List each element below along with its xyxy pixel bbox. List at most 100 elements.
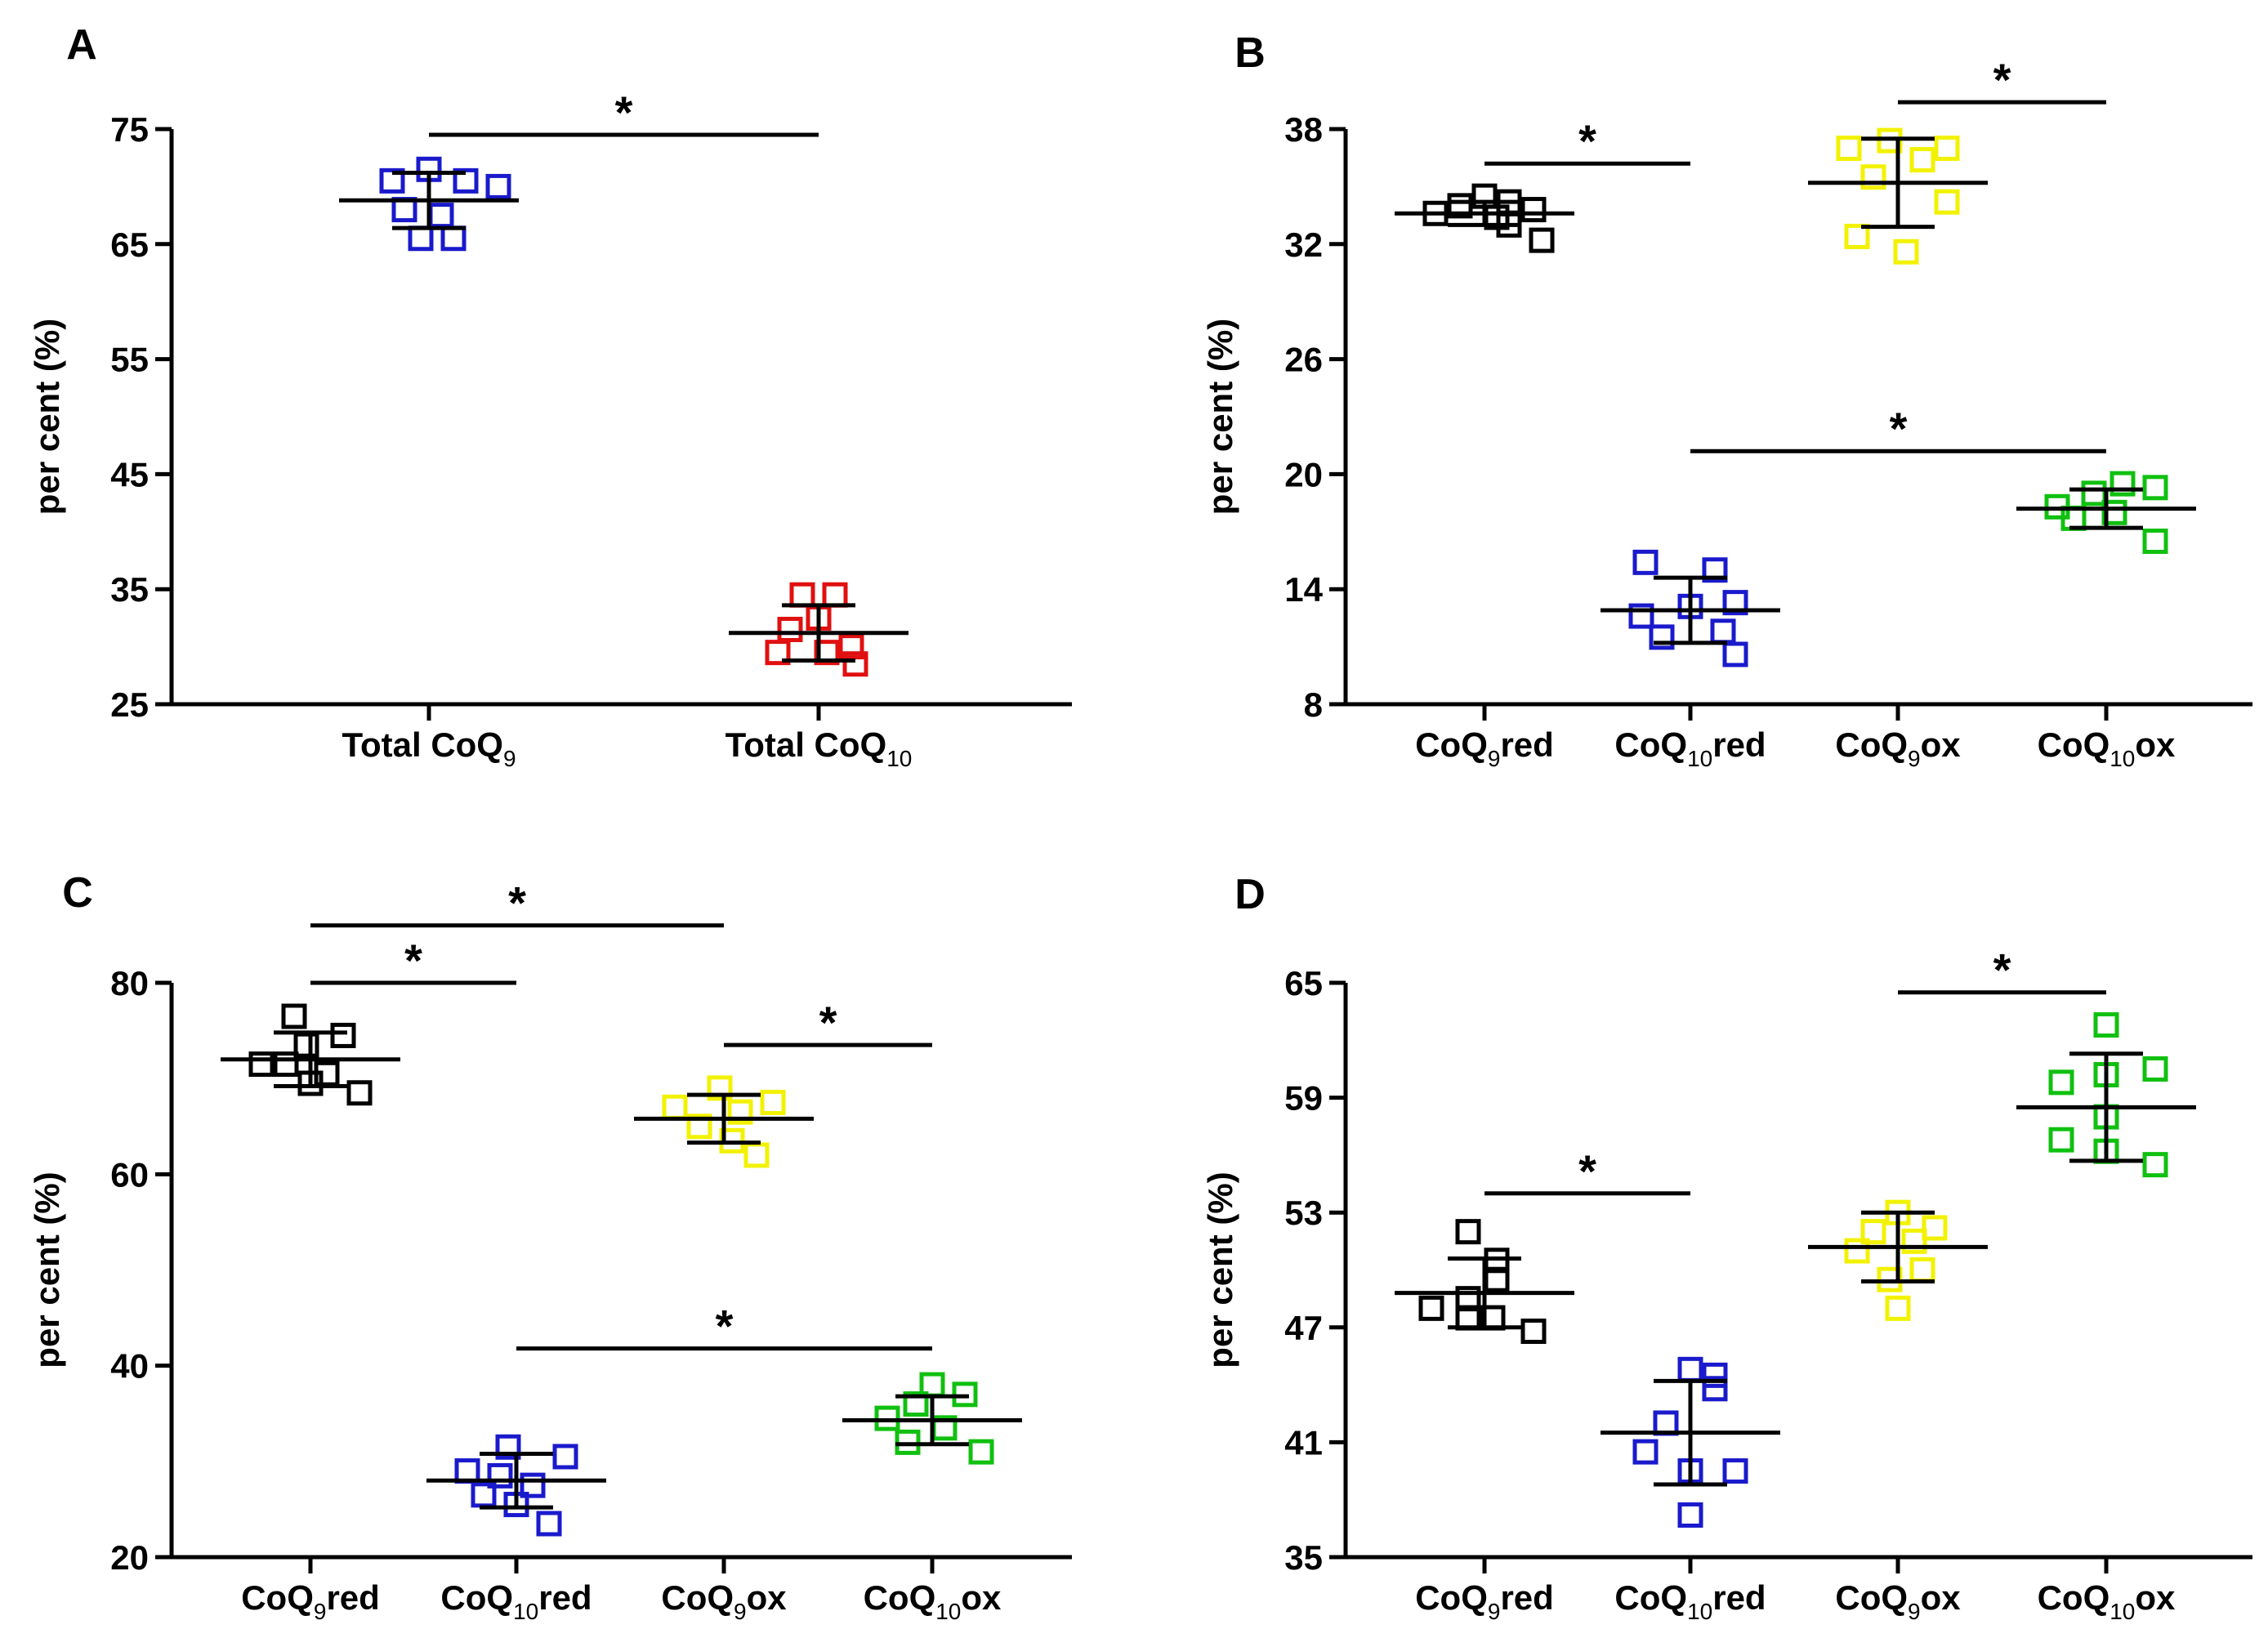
data-point (1520, 197, 1547, 223)
data-point (2142, 1152, 2168, 1178)
cat-suffix: ox (1921, 1578, 1962, 1617)
data-point (273, 1051, 299, 1078)
series-CoQ10red (1601, 1356, 1780, 1528)
data-point (2101, 499, 2127, 525)
data-point (1529, 227, 1555, 253)
series-Total CoQ10 (729, 582, 909, 677)
data-point (1722, 641, 1748, 667)
cat-subscript: 9 (1488, 746, 1501, 771)
y-tick-label: 65 (1284, 964, 1323, 1002)
data-point (1649, 624, 1675, 650)
series-CoQ9red (221, 1003, 400, 1106)
data-point (281, 1003, 307, 1029)
y-axis-title: per cent (%) (1201, 1172, 1239, 1368)
data-point (1909, 147, 1935, 173)
cat-prefix: CoQ (1614, 725, 1687, 764)
cat-subscript: 9 (1488, 1599, 1501, 1624)
y-tick-label: 38 (1284, 110, 1323, 149)
data-point (2142, 475, 2168, 501)
data-point (838, 634, 864, 660)
data-point (707, 1075, 733, 1101)
series-CoQ10red (426, 1434, 606, 1537)
cat-subscript: 10 (886, 746, 912, 771)
data-point (2142, 1056, 2168, 1082)
cat-subscript: 9 (503, 746, 516, 771)
y-tick-label: 35 (110, 570, 149, 609)
data-point (2048, 1069, 2074, 1096)
data-point (2110, 471, 2136, 497)
series-CoQ10ox (2016, 471, 2196, 555)
data-point (1628, 603, 1654, 629)
cat-subscript: 10 (935, 1599, 961, 1624)
y-tick-label: 14 (1284, 570, 1323, 609)
cat-suffix: red (538, 1578, 592, 1617)
y-tick-label: 55 (110, 341, 149, 379)
data-point (968, 1439, 994, 1465)
data-point (1909, 1257, 1935, 1283)
series-CoQ9ox (634, 1075, 814, 1168)
x-category-label: CoQ9red (1415, 1578, 1554, 1624)
significance-star: * (1993, 54, 2011, 105)
data-point (1702, 1362, 1728, 1388)
cat-prefix: CoQ (1835, 725, 1908, 764)
x-category-label: Total CoQ9 (342, 725, 516, 771)
y-tick-label: 40 (110, 1347, 149, 1386)
significance-star: * (404, 935, 422, 986)
data-point (1860, 1219, 1886, 1245)
significance-star: * (1578, 115, 1596, 167)
data-point (1722, 1458, 1748, 1484)
data-point (760, 1089, 786, 1115)
series-CoQ10ox (2016, 1012, 2196, 1178)
cat-suffix: red (326, 1578, 379, 1617)
x-category-label: CoQ10red (1614, 1578, 1766, 1624)
cat-subscript: 9 (734, 1599, 747, 1624)
data-point (1677, 1356, 1703, 1382)
data-point (454, 1458, 480, 1484)
data-point (2093, 1012, 2119, 1038)
y-axis-title: per cent (%) (28, 319, 66, 515)
series-CoQ10red (1601, 549, 1780, 667)
y-tick-label: 32 (1284, 225, 1323, 264)
y-tick-label: 47 (1284, 1309, 1323, 1347)
cat-suffix: ox (2135, 725, 2176, 764)
cat-prefix: Total CoQ (725, 725, 887, 764)
data-point (1893, 239, 1919, 265)
series-CoQ9ox (1808, 127, 1988, 265)
data-point (536, 1511, 562, 1537)
data-point (1710, 618, 1736, 645)
cat-suffix: red (1712, 725, 1766, 764)
cat-subscript: 10 (1687, 1599, 1712, 1624)
significance-star: * (1993, 944, 2011, 996)
y-tick-label: 45 (110, 455, 149, 493)
data-point (428, 203, 454, 229)
data-point (1844, 223, 1870, 249)
cat-prefix: CoQ (1415, 1578, 1488, 1617)
y-tick-label: 65 (110, 225, 149, 264)
cat-suffix: red (1500, 725, 1553, 764)
data-point (1418, 1295, 1444, 1321)
data-point (408, 225, 434, 252)
cat-suffix: red (1712, 1578, 1766, 1617)
x-category-label: CoQ9red (1415, 725, 1554, 771)
data-point (765, 640, 791, 666)
data-point (487, 1462, 513, 1489)
x-category-label: CoQ10ox (2038, 1578, 2176, 1624)
cat-prefix: CoQ (1614, 1578, 1687, 1617)
data-point (743, 1142, 770, 1168)
x-category-label: CoQ9ox (661, 1578, 787, 1624)
cat-prefix: CoQ (864, 1578, 936, 1617)
data-point (1677, 1502, 1703, 1528)
cat-prefix: CoQ (241, 1578, 314, 1617)
cat-subscript: 10 (1687, 746, 1712, 771)
data-point (1934, 135, 1960, 161)
data-point (1885, 1295, 1911, 1321)
data-point (552, 1444, 578, 1470)
significance-star: * (508, 877, 526, 929)
panel-label: D (1234, 871, 1266, 918)
data-point (1901, 1228, 1927, 1254)
data-point (842, 651, 868, 677)
significance-star: * (615, 87, 633, 138)
x-category-label: Total CoQ10 (725, 725, 913, 771)
x-category-label: CoQ9ox (1835, 1578, 1961, 1624)
